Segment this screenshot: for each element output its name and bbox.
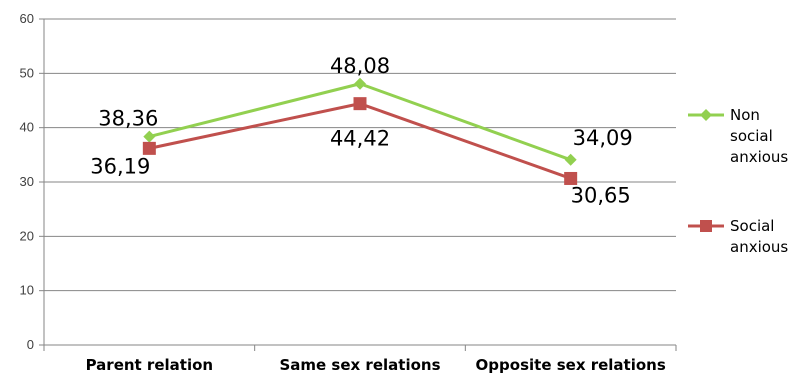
legend: Non social anxious Social anxious [688, 106, 788, 256]
data-point-square [564, 171, 578, 185]
data-label: 36,19 [90, 154, 150, 178]
legend-label: anxious [730, 238, 788, 256]
x-category-label: Parent relation [86, 356, 214, 374]
y-tick-label: 20 [20, 228, 34, 243]
legend-label: Social [730, 217, 774, 235]
data-point-diamond [354, 77, 366, 90]
legend-label: Non [730, 106, 760, 124]
data-point-diamond [564, 153, 577, 166]
x-category-label: Same sex relations [279, 356, 440, 374]
data-label: 34,09 [573, 126, 633, 150]
x-category-label: Opposite sex relations [476, 356, 666, 374]
legend-marker-diamond [700, 109, 712, 121]
data-label: 44,42 [330, 127, 390, 151]
data-point-square [142, 141, 156, 155]
series-group [142, 77, 578, 185]
y-tick-label: 60 [20, 11, 34, 26]
data-label: 30,65 [571, 183, 631, 207]
gridlines [44, 18, 676, 292]
y-tick-label: 30 [20, 174, 34, 189]
data-label: 38,36 [98, 107, 158, 131]
legend-label: anxious [730, 148, 788, 166]
y-tick-label: 10 [20, 283, 34, 298]
data-label: 48,08 [330, 54, 390, 78]
y-tick-label: 0 [27, 337, 34, 352]
data-point-diamond [143, 130, 156, 143]
data-point-square [353, 97, 367, 111]
data-labels: 38,36 48,08 34,09 36,19 44,42 30,65 [90, 54, 632, 208]
y-tick-label: 40 [20, 120, 34, 135]
y-tick-label: 50 [20, 65, 34, 80]
legend-label: social [730, 127, 773, 145]
axes: 0 10 20 30 40 50 60 Parent relation Same sex rel… [20, 11, 677, 374]
legend-marker-square [700, 220, 712, 232]
